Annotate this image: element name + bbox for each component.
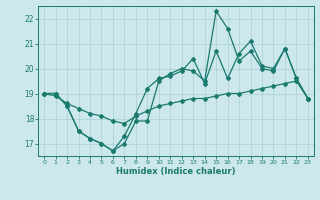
X-axis label: Humidex (Indice chaleur): Humidex (Indice chaleur)	[116, 167, 236, 176]
